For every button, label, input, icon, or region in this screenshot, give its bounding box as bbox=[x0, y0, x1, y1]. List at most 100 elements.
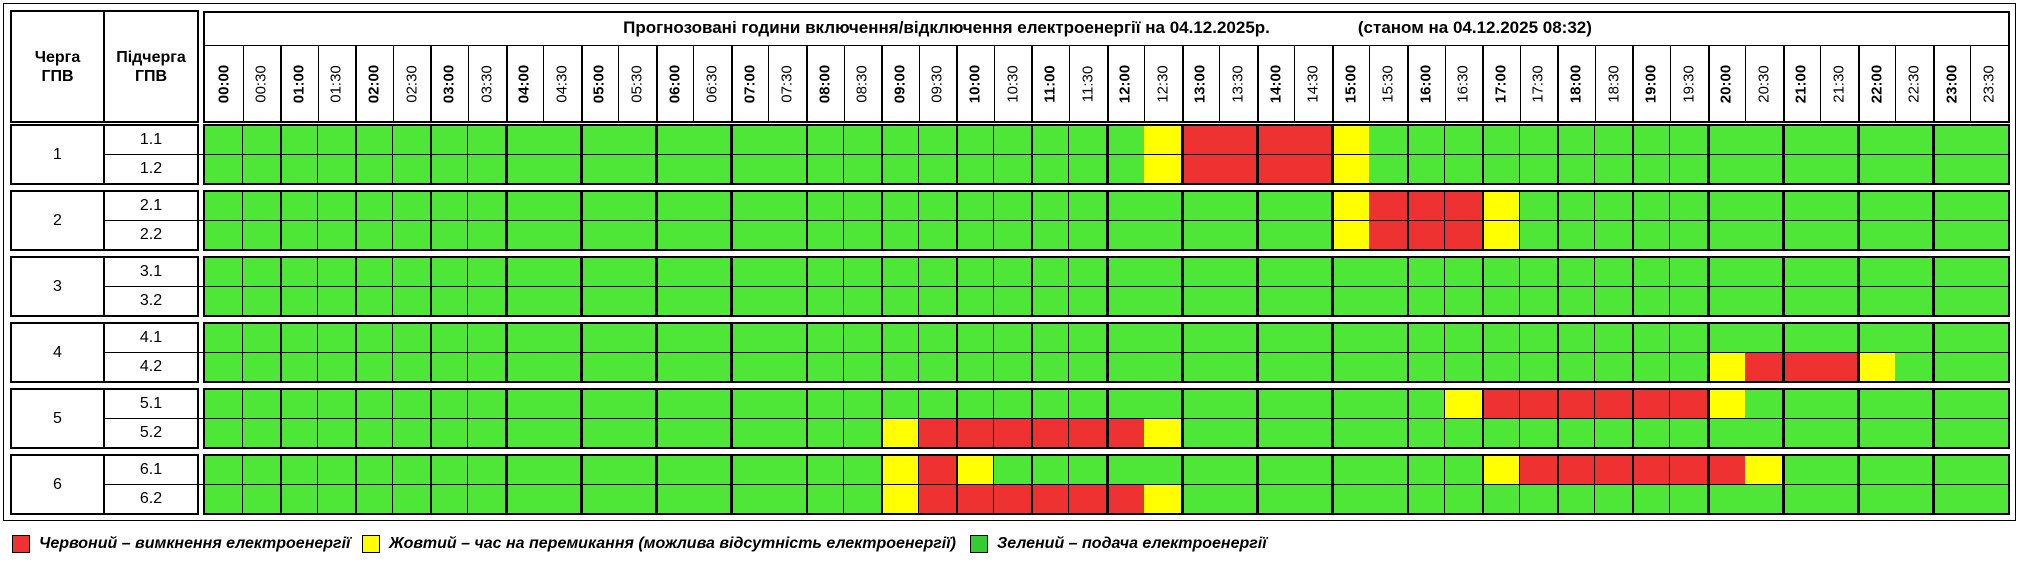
schedule-cell bbox=[655, 258, 694, 287]
hour-separator bbox=[956, 390, 959, 447]
schedule-cell bbox=[317, 485, 356, 514]
schedule-cell bbox=[693, 390, 732, 419]
time-separator bbox=[467, 46, 469, 122]
schedule-cell bbox=[881, 419, 920, 448]
hour-separator bbox=[580, 456, 583, 513]
schedule-cell bbox=[1144, 287, 1183, 316]
schedule-cell bbox=[355, 287, 394, 316]
schedule-cell bbox=[1519, 126, 1558, 155]
time-separator bbox=[1632, 46, 1635, 122]
hour-separator bbox=[1557, 126, 1560, 183]
schedule-cell bbox=[1970, 221, 2009, 250]
hour-separator bbox=[1932, 192, 1935, 249]
hour-separator bbox=[1932, 258, 1935, 315]
hour-separator bbox=[1031, 390, 1034, 447]
time-separator bbox=[693, 46, 695, 122]
queue-label: 4 bbox=[53, 343, 62, 361]
hour-separator bbox=[1407, 390, 1409, 447]
time-separator bbox=[1782, 46, 1785, 122]
schedule-cell bbox=[1106, 126, 1145, 155]
schedule-cell bbox=[1932, 126, 1971, 155]
hour-separator bbox=[1106, 258, 1109, 315]
schedule-cell bbox=[1331, 192, 1370, 221]
schedule-cell bbox=[1594, 353, 1633, 382]
schedule-cell bbox=[1031, 126, 1070, 155]
subqueue-label: 6.2 bbox=[139, 490, 163, 507]
time-slot-label: 10:00 bbox=[966, 64, 984, 104]
time-separator bbox=[1068, 46, 1070, 122]
hour-separator bbox=[505, 456, 508, 513]
subqueue-label: 6.1 bbox=[139, 461, 163, 478]
schedule-cell bbox=[730, 192, 769, 221]
schedule-cell bbox=[392, 258, 431, 287]
schedule-cell bbox=[655, 456, 694, 485]
hour-separator bbox=[1932, 456, 1935, 513]
hour-separator bbox=[1106, 456, 1109, 513]
schedule-cell bbox=[768, 419, 807, 448]
schedule-cell bbox=[1444, 192, 1483, 221]
hour-separator bbox=[1707, 192, 1710, 249]
schedule-cell bbox=[655, 353, 694, 382]
hour-separator bbox=[1256, 126, 1259, 183]
schedule-cell bbox=[580, 353, 619, 382]
hour-separator bbox=[956, 126, 959, 183]
time-slot-label: 23:30 bbox=[1980, 65, 1998, 103]
hour-separator bbox=[730, 456, 733, 513]
schedule-cell bbox=[242, 192, 281, 221]
legend-red: Червоний – вимкнення електроенергії bbox=[12, 533, 350, 555]
schedule-cell bbox=[1895, 155, 1934, 184]
time-separator bbox=[1745, 46, 1747, 122]
time-slot-label: 20:30 bbox=[1755, 65, 1773, 103]
time-separator bbox=[1932, 46, 1935, 122]
green-swatch bbox=[970, 535, 988, 553]
time-slot-label: 12:30 bbox=[1154, 65, 1172, 103]
schedule-cell bbox=[1144, 155, 1183, 184]
hour-separator bbox=[280, 324, 283, 381]
schedule-cell bbox=[355, 353, 394, 382]
subqueue-label: 5.2 bbox=[139, 424, 163, 441]
schedule-cell bbox=[1294, 126, 1333, 155]
schedule-cell bbox=[1482, 221, 1521, 250]
time-separator bbox=[1594, 46, 1596, 122]
schedule-cell bbox=[843, 192, 882, 221]
time-slot-label: 13:30 bbox=[1229, 65, 1247, 103]
time-slot-label: 14:30 bbox=[1304, 65, 1322, 103]
schedule-cell bbox=[467, 221, 506, 250]
hour-separator bbox=[730, 258, 733, 315]
time-separator bbox=[1331, 46, 1334, 122]
schedule-cell bbox=[1820, 258, 1859, 287]
schedule-cell bbox=[806, 456, 845, 485]
schedule-cell bbox=[881, 456, 920, 485]
schedule-cell bbox=[1557, 258, 1596, 287]
schedule-cell bbox=[580, 192, 619, 221]
hour-separator bbox=[1632, 324, 1635, 381]
subqueue-header-label: Підчерга ГПВ bbox=[116, 48, 186, 85]
subqueue-label: 1.1 bbox=[139, 131, 163, 148]
schedule-cell bbox=[1669, 353, 1708, 382]
yellow-swatch bbox=[362, 535, 380, 553]
time-slot-label: 23:00 bbox=[1943, 64, 1961, 104]
subqueue-label: 4.2 bbox=[139, 358, 163, 375]
schedule-cell bbox=[1068, 353, 1107, 382]
time-separator bbox=[1519, 46, 1521, 122]
queue-label: 3 bbox=[53, 277, 62, 295]
time-separator bbox=[1294, 46, 1296, 122]
schedule-cell bbox=[730, 324, 769, 353]
hour-separator bbox=[1331, 390, 1334, 447]
schedule-cell bbox=[1895, 126, 1934, 155]
schedule-cell bbox=[1557, 353, 1596, 382]
time-slot-label: 19:00 bbox=[1642, 64, 1660, 104]
time-slot-label: 00:30 bbox=[252, 65, 270, 103]
schedule-cell bbox=[1557, 324, 1596, 353]
schedule-cell bbox=[1857, 324, 1896, 353]
schedule-cell bbox=[1256, 126, 1295, 155]
hour-separator bbox=[1857, 324, 1860, 381]
hour-separator bbox=[806, 126, 808, 183]
hour-separator bbox=[1331, 126, 1334, 183]
schedule-cell bbox=[655, 126, 694, 155]
schedule-cell bbox=[1482, 419, 1521, 448]
row-divider bbox=[103, 484, 2010, 485]
schedule-cell bbox=[1031, 419, 1070, 448]
time-separator bbox=[1820, 46, 1822, 122]
schedule-cell bbox=[768, 390, 807, 419]
